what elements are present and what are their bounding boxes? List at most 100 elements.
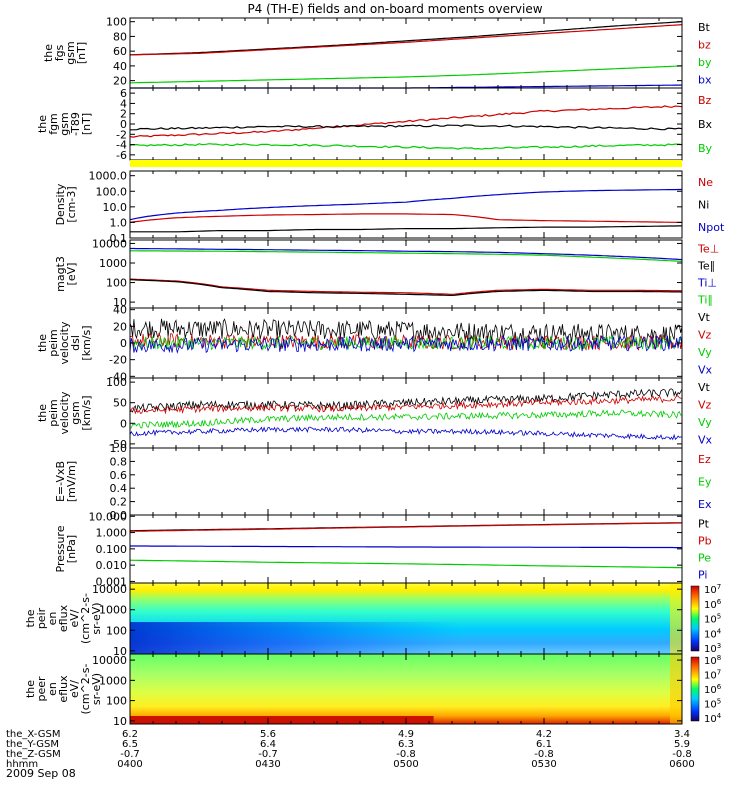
series-line-Bz	[129, 105, 683, 138]
series-line-Te∥	[129, 279, 683, 297]
series-line-Bt	[129, 21, 683, 56]
y-axis-label: [mV/m]	[65, 461, 78, 502]
y-tick-label: 10	[113, 715, 127, 728]
y-axis-label: eflux	[57, 604, 70, 632]
position-row-value: -0.7	[120, 749, 140, 760]
position-row-value: 4.9	[398, 729, 414, 740]
spectrogram-low-energy-band	[130, 716, 434, 724]
y-axis-label: eV/	[68, 609, 81, 627]
position-row-value: 3.4	[674, 729, 690, 740]
series-line-Bx	[130, 124, 683, 131]
colorbar-tick-label: 104	[704, 712, 722, 725]
y-axis-label: [nPa]	[65, 535, 78, 563]
y-axis-label: [eV]	[65, 263, 78, 286]
y-axis-label: Pressure	[54, 525, 67, 572]
position-row-value: 0500	[393, 759, 418, 770]
legend-entry-Pi: Pi	[698, 569, 707, 582]
y-axis-label: eV/	[68, 680, 81, 698]
y-tick-label: 100	[106, 624, 127, 637]
position-table: the_X-GSM 6.2 5.6 4.9 4.2 3.4 the_Y-GSM 6.5 6.4 6…	[6, 729, 695, 770]
panel-frame	[129, 239, 683, 309]
legend-entry-Ti⊥: Ti⊥	[697, 277, 717, 290]
y-tick-label: 100	[106, 695, 127, 708]
panel-efield: 0.00.20.40.60.81.0 E=-VxB[mV/m] Ez Ey Ex	[54, 442, 712, 522]
spectrogram-edge	[670, 583, 682, 654]
y-axis-label: [cm-3]	[65, 186, 78, 222]
y-tick-label: 20	[113, 320, 127, 333]
series-line-Vy	[129, 409, 683, 429]
y-axis-label: dsl	[69, 335, 82, 351]
colorbar-tick-label: 104	[704, 627, 722, 640]
colorbar-tick-label: 105	[704, 698, 721, 711]
panel-frame	[129, 87, 683, 161]
y-axis-label: [nT]	[75, 42, 88, 64]
y-axis-label: gsm	[64, 41, 77, 64]
y-axis-label: gsm	[69, 401, 82, 424]
y-tick-label: 10	[113, 645, 127, 658]
legend-entry-Pe: Pe	[698, 552, 711, 565]
legend-entry-Vz: Vz	[698, 398, 712, 411]
series-line-Ti∥	[130, 250, 683, 263]
y-tick-label: 0.010	[96, 559, 128, 572]
y-axis-label: -T89	[69, 112, 82, 136]
y-axis-label: fgs	[53, 44, 66, 61]
legend-entry-Vy: Vy	[698, 416, 712, 429]
position-row-value: 0530	[531, 759, 556, 770]
y-axis-label: peir	[35, 607, 48, 629]
y-tick-label: 0	[120, 417, 127, 430]
y-tick-label: 10000	[92, 237, 127, 250]
y-axis-label: [km/s]	[80, 395, 93, 430]
y-tick-label: -40	[109, 370, 127, 383]
legend-entry-Bz: Bz	[698, 94, 712, 107]
y-tick-label: 0.6	[110, 469, 128, 482]
legend-entry-Pb: Pb	[698, 535, 712, 548]
series-line-Ne	[129, 213, 682, 223]
position-row-value: -0.7	[258, 749, 278, 760]
y-axis-label: sr-eV)	[90, 673, 103, 705]
colorbar-tick-label: 108	[704, 654, 721, 667]
y-tick-label: 10000	[92, 583, 127, 596]
legend-entry-Pt: Pt	[698, 518, 710, 531]
y-tick-label: 1.0	[110, 442, 128, 455]
legend-entry-bx: bx	[698, 73, 712, 86]
legend-entry-Te∥: Te∥	[697, 260, 715, 273]
y-axis-label: velocity	[58, 391, 71, 434]
series-line-bz	[130, 24, 683, 56]
position-row-value: 6.4	[260, 739, 276, 750]
y-tick-label: 6	[120, 87, 127, 100]
series-line-Vt	[129, 318, 683, 345]
y-tick-label: 10	[113, 296, 127, 309]
y-axis-label: magt3	[54, 256, 67, 292]
y-axis-label: the	[24, 680, 37, 698]
position-row-label: the_Y-GSM	[6, 739, 59, 750]
y-axis-label: sr-eV)	[90, 602, 103, 634]
y-tick-label: 50	[113, 397, 127, 410]
y-tick-label: -6	[116, 149, 127, 162]
position-row-value: 0430	[255, 759, 280, 770]
legend-entry-Vy: Vy	[698, 346, 712, 359]
y-tick-label: 1000	[99, 674, 127, 687]
y-axis-label: [km/s]	[80, 325, 93, 360]
position-row-label: the_X-GSM	[6, 729, 60, 740]
position-row-value: 6.3	[398, 739, 414, 750]
y-tick-label: 10.000	[89, 510, 128, 523]
y-axis-label: the	[36, 404, 49, 422]
legend-entry-Vx: Vx	[698, 433, 713, 446]
panel-frame	[129, 514, 683, 584]
y-tick-label: 10000	[92, 654, 127, 667]
position-row-value: 4.2	[536, 729, 552, 740]
legend-entry-by: by	[698, 56, 712, 69]
y-tick-label: 20	[113, 75, 127, 88]
position-row-value: 0400	[117, 759, 142, 770]
position-row-value: 6.1	[536, 739, 552, 750]
series-line-Te⊥	[129, 278, 683, 295]
legend-entry-Vt: Vt	[698, 311, 711, 324]
y-axis-label: Density	[54, 183, 67, 225]
legend-entry-Vz: Vz	[698, 328, 712, 341]
legend-entry-Ez: Ez	[698, 453, 711, 466]
spectrogram-image	[130, 654, 682, 724]
colorbar-tick-label: 106	[704, 683, 722, 696]
y-axis-label: peer	[35, 676, 48, 702]
